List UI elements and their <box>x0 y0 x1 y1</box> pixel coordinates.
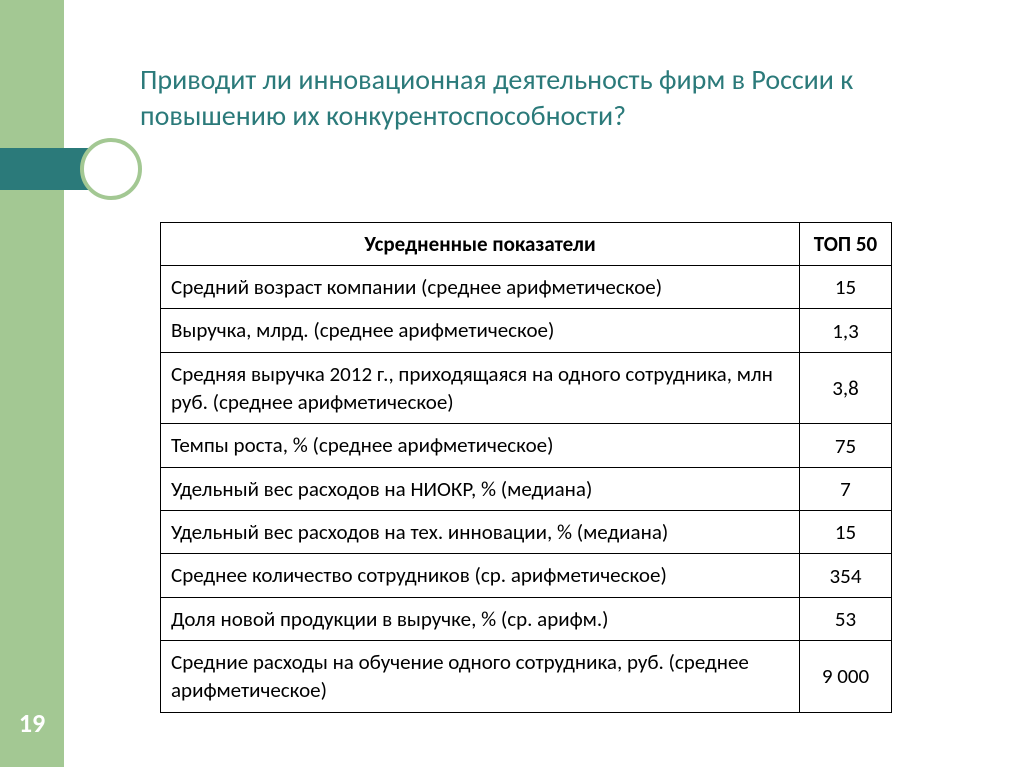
value-cell: 3,8 <box>800 352 892 424</box>
table-row: Средние расходы на обучение одного сотру… <box>161 641 892 713</box>
value-cell: 354 <box>800 554 892 597</box>
slide-number: 19 <box>0 707 64 739</box>
value-cell: 15 <box>800 511 892 554</box>
metric-cell: Средние расходы на обучение одного сотру… <box>161 641 800 713</box>
value-cell: 75 <box>800 424 892 467</box>
table-row: Удельный вес расходов на НИОКР, % (медиа… <box>161 467 892 510</box>
title-bullet-icon <box>80 138 142 200</box>
left-sidebar <box>0 0 64 767</box>
metric-cell: Средний возраст компании (среднее арифме… <box>161 266 800 309</box>
metric-cell: Темпы роста, % (среднее арифметическое) <box>161 424 800 467</box>
metric-cell: Удельный вес расходов на тех. инновации,… <box>161 511 800 554</box>
value-cell: 9 000 <box>800 641 892 713</box>
metric-cell: Средняя выручка 2012 г., приходящаяся на… <box>161 352 800 424</box>
metric-cell: Среднее количество сотрудников (ср. ариф… <box>161 554 800 597</box>
table-row: Средний возраст компании (среднее арифме… <box>161 266 892 309</box>
column-header-value: ТОП 50 <box>800 223 892 266</box>
table-body: Средний возраст компании (среднее арифме… <box>161 266 892 713</box>
table-header-row: Усредненные показатели ТОП 50 <box>161 223 892 266</box>
value-cell: 7 <box>800 467 892 510</box>
column-header-metric: Усредненные показатели <box>161 223 800 266</box>
table-row: Выручка, млрд. (среднее арифметическое) … <box>161 309 892 352</box>
table-row: Доля новой продукции в выручке, % (ср. а… <box>161 597 892 640</box>
table-row: Темпы роста, % (среднее арифметическое) … <box>161 424 892 467</box>
table-row: Среднее количество сотрудников (ср. ариф… <box>161 554 892 597</box>
value-cell: 53 <box>800 597 892 640</box>
metric-cell: Выручка, млрд. (среднее арифметическое) <box>161 309 800 352</box>
metrics-table: Усредненные показатели ТОП 50 Средний во… <box>160 222 892 713</box>
value-cell: 1,3 <box>800 309 892 352</box>
metric-cell: Удельный вес расходов на НИОКР, % (медиа… <box>161 467 800 510</box>
table-row: Средняя выручка 2012 г., приходящаяся на… <box>161 352 892 424</box>
table-row: Удельный вес расходов на тех. инновации,… <box>161 511 892 554</box>
slide-title: Приводит ли инновационная деятельность ф… <box>140 62 964 135</box>
metric-cell: Доля новой продукции в выручке, % (ср. а… <box>161 597 800 640</box>
value-cell: 15 <box>800 266 892 309</box>
